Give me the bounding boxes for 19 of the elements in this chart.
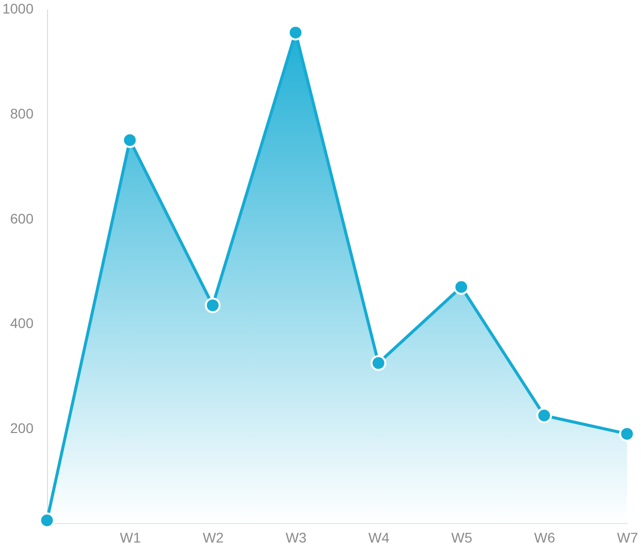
x-tick-label: W7 <box>617 530 638 546</box>
y-tick-label: 600 <box>10 210 34 226</box>
y-tick-label: 200 <box>10 420 34 436</box>
point <box>122 132 138 148</box>
x-tick-label: W2 <box>202 530 224 546</box>
point <box>39 512 55 528</box>
y-tick-label: 800 <box>10 105 34 122</box>
x-tick-label: W4 <box>368 530 390 546</box>
x-tick-label: W3 <box>286 530 307 546</box>
y-tick-label: 400 <box>10 315 34 332</box>
point <box>370 355 386 371</box>
point <box>288 24 304 40</box>
x-tick-label: W6 <box>534 530 556 546</box>
point <box>536 408 552 424</box>
y-tick-label: 1000 <box>2 0 34 16</box>
x-tick-label: W1 <box>120 530 142 546</box>
point <box>453 279 470 295</box>
point <box>204 297 221 314</box>
x-tick-label: W5 <box>451 530 472 546</box>
